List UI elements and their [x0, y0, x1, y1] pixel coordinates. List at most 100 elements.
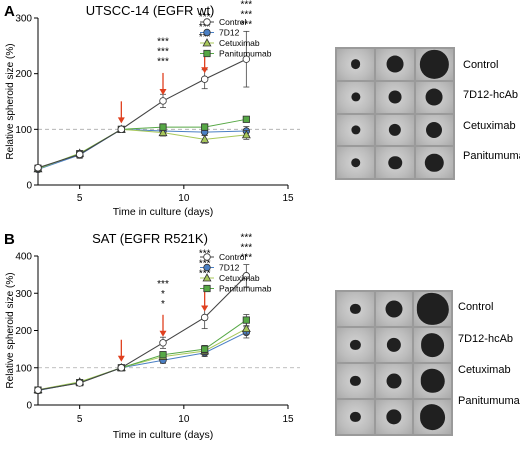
- significance-stars: ***: [157, 46, 169, 57]
- x-axis-label: Time in culture (days): [113, 429, 214, 441]
- legend-marker: [202, 273, 212, 282]
- data-point: [201, 123, 209, 131]
- spheroid: [350, 375, 361, 387]
- data-point: [159, 97, 167, 105]
- micrograph-cell: [375, 328, 413, 362]
- micrograph-cell: [415, 81, 453, 113]
- legend-entry: Control: [200, 17, 247, 27]
- data-point: [117, 364, 126, 372]
- legend-entry: Panitumumab: [200, 49, 272, 59]
- legend-label: Control: [219, 17, 247, 27]
- data-point: [158, 127, 168, 137]
- spheroid: [350, 339, 361, 351]
- significance-stars: ***: [157, 56, 169, 67]
- micrograph-cell: [414, 364, 451, 398]
- spheroid: [351, 125, 361, 135]
- chart-title: SAT (EGFR R521K): [92, 231, 208, 246]
- spheroid: [420, 50, 449, 79]
- legend-marker: [203, 263, 211, 272]
- series-line: [37, 58, 247, 169]
- legend-entry: Cetuximab: [200, 273, 260, 283]
- data-point: [75, 379, 84, 387]
- y-axis-label: Relative spheroid size (%): [5, 43, 16, 159]
- series-control: [34, 30, 251, 172]
- treatment-arrow-head: [201, 67, 209, 74]
- spheroid: [425, 153, 444, 172]
- series-cetuximab: [33, 322, 251, 394]
- legend-label: Panitumumab: [219, 49, 272, 59]
- spheroid: [420, 333, 445, 357]
- series-line: [37, 128, 247, 170]
- spheroid: [350, 411, 361, 423]
- spheroid: [350, 59, 361, 70]
- data-point: [200, 75, 209, 83]
- legend-entry: 7D12: [200, 263, 240, 273]
- significance-stars: ***: [199, 258, 211, 269]
- significance-stars: *: [161, 299, 165, 310]
- spheroid: [385, 300, 403, 318]
- y-tick-label: 100: [15, 125, 32, 136]
- panel-letter: B: [4, 231, 15, 248]
- panel-b: B SAT (EGFR R521K) 0 100 200 300 400 5 10 15 Time …: [0, 226, 520, 451]
- spheroid: [350, 157, 361, 168]
- series-7d12: [34, 326, 251, 395]
- data-point: [241, 323, 251, 333]
- micrograph-cell: [375, 292, 413, 326]
- significance-stars: ***: [240, 0, 252, 10]
- data-point: [159, 351, 167, 359]
- micrograph-cell: [414, 400, 451, 434]
- data-point: [242, 272, 251, 280]
- data-point: [75, 150, 84, 159]
- chart-title: UTSCC-14 (EGFR wt): [86, 3, 215, 18]
- y-tick-label: 300: [15, 289, 32, 300]
- micrograph-cell: [415, 114, 453, 146]
- legend-label: Cetuximab: [219, 38, 260, 48]
- micrograph-cell: [337, 400, 374, 434]
- data-point: [159, 123, 167, 131]
- micrograph-cell: [414, 328, 451, 362]
- legend-marker: [203, 253, 211, 261]
- data-point: [201, 345, 209, 353]
- spheroid: [351, 92, 361, 102]
- y-tick-label: 0: [26, 401, 32, 412]
- significance-stars: ***: [157, 36, 169, 47]
- micrograph-cell: [415, 49, 453, 80]
- row-label-7d12-hcab: 7D12-hcAb: [458, 333, 514, 345]
- data-point: [242, 115, 250, 123]
- spheroid: [426, 121, 443, 138]
- significance-stars: ***: [240, 243, 252, 254]
- y-tick-label: 0: [26, 181, 32, 192]
- x-tick-label: 10: [178, 193, 190, 204]
- chart-a: A UTSCC-14 (EGFR wt) 0 100 200 300 5 10 15 Time i…: [4, 0, 300, 218]
- spheroid: [386, 373, 402, 389]
- legend-label: Panitumumab: [219, 284, 272, 294]
- y-tick-label: 300: [15, 14, 32, 25]
- micrograph-cell: [337, 114, 375, 146]
- micrograph-cell: [376, 81, 414, 113]
- significance-stars: ***: [240, 9, 252, 20]
- legend-label: 7D12: [219, 263, 240, 273]
- panel-letter: A: [4, 3, 15, 20]
- micrograph-cell: [337, 81, 375, 113]
- y-tick-label: 100: [15, 363, 32, 374]
- x-tick-label: 5: [77, 414, 83, 425]
- legend-label: Cetuximab: [219, 273, 260, 283]
- row-label-panitumumab: Panitumumab: [458, 395, 520, 407]
- significance-stars: ***: [199, 12, 211, 23]
- treatment-arrow-head: [159, 330, 167, 337]
- data-point: [242, 316, 250, 324]
- legend-marker: [203, 284, 211, 293]
- legend-entry: Panitumumab: [200, 284, 272, 294]
- micrograph-cell: [337, 147, 375, 178]
- spheroid: [388, 123, 402, 137]
- row-label-control: Control: [463, 59, 499, 71]
- row-label-panitumumab: Panitumumab: [463, 150, 520, 162]
- series-panitumumab: [34, 115, 250, 172]
- legend-marker: [202, 38, 212, 47]
- legend-entry: Cetuximab: [200, 38, 260, 48]
- legend-label: 7D12: [219, 28, 240, 38]
- significance-stars: ***: [199, 248, 211, 259]
- spheroid: [416, 292, 449, 326]
- micrograph-cell: [337, 292, 374, 326]
- spheroid: [388, 155, 402, 170]
